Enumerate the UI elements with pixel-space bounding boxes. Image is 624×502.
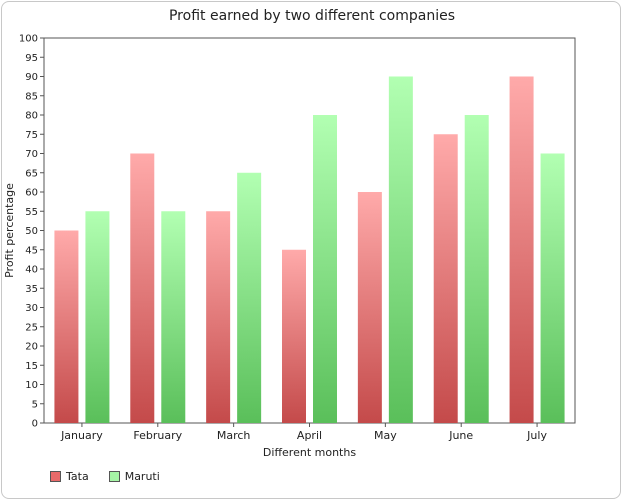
y-tick-label: 50 [25, 226, 38, 237]
y-tick-label: 0 [32, 419, 38, 430]
legend-swatch-maruti [108, 471, 120, 482]
bars-group [54, 76, 565, 424]
x-tick-label: February [133, 429, 182, 442]
x-tick-label: March [217, 429, 251, 442]
y-tick-label: 5 [32, 399, 38, 410]
y-tick-label: 35 [25, 284, 38, 295]
y-tick-label: 100 [19, 34, 38, 45]
chart-title: Profit earned by two different companies [168, 8, 455, 24]
bar-maruti-may[interactable] [388, 76, 413, 424]
bar-tata-march[interactable] [206, 211, 231, 423]
bar-tata-april[interactable] [282, 249, 306, 423]
y-tick-label: 45 [25, 245, 38, 256]
plot-area [43, 37, 576, 424]
x-axis-ticks: January February March April May June July [60, 423, 547, 442]
bar-tata-february[interactable] [130, 153, 155, 424]
bar-tata-june[interactable] [433, 134, 458, 423]
bar-maruti-april[interactable] [313, 115, 337, 423]
x-tick-label: April [297, 429, 322, 442]
legend-swatch-tata [50, 471, 61, 482]
bar-tata-july[interactable] [509, 76, 534, 424]
bar-maruti-january[interactable] [85, 211, 110, 423]
bar-tata-may[interactable] [357, 192, 382, 423]
y-axis-ticks: 0 5 10 15 20 25 30 35 40 45 50 55 60 65 70 75 80 85 90 95 10… [19, 34, 44, 430]
legend: Tata Maruti [50, 470, 160, 483]
y-tick-label: 75 [25, 130, 38, 141]
x-axis-label: Different months [263, 446, 356, 459]
y-tick-label: 30 [25, 303, 38, 314]
y-tick-label: 10 [25, 380, 38, 391]
y-tick-label: 55 [25, 207, 38, 218]
y-tick-label: 70 [25, 149, 38, 160]
bar-maruti-june[interactable] [464, 115, 489, 423]
y-tick-label: 40 [25, 265, 38, 276]
x-tick-label: July [526, 429, 547, 442]
legend-label-maruti: Maruti [124, 470, 160, 483]
bar-maruti-february[interactable] [161, 211, 186, 423]
y-tick-label: 85 [25, 91, 38, 102]
y-tick-label: 25 [25, 322, 38, 333]
x-tick-label: May [374, 429, 397, 442]
y-tick-label: 80 [25, 111, 38, 122]
bar-maruti-july[interactable] [540, 153, 565, 424]
legend-item-maruti[interactable]: Maruti [108, 470, 160, 483]
y-tick-label: 65 [25, 168, 38, 179]
legend-label-tata: Tata [66, 470, 89, 483]
y-tick-label: 90 [25, 72, 38, 83]
y-axis-label: Profit percentage [3, 183, 16, 278]
x-tick-label: June [448, 429, 473, 442]
legend-item-tata[interactable]: Tata [50, 470, 89, 483]
x-tick-label: January [60, 429, 103, 442]
y-tick-label: 95 [25, 53, 38, 64]
bar-maruti-march[interactable] [237, 172, 262, 423]
y-tick-label: 15 [25, 361, 38, 372]
y-tick-label: 20 [25, 342, 38, 353]
y-tick-label: 60 [25, 188, 38, 199]
bar-tata-january[interactable] [54, 230, 79, 424]
